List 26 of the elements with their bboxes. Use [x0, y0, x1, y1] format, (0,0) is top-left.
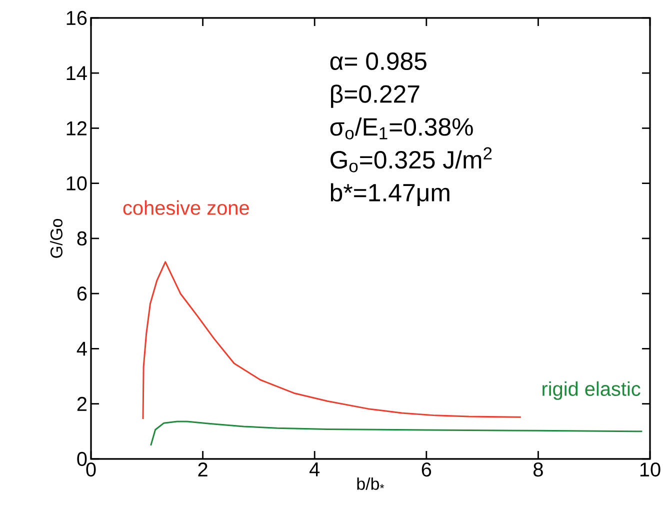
x-axis-title: b/b$_{*}$ — [357, 477, 384, 490]
annotation: σ$_{o}$/E$_{1}$=0.38% — [330, 117, 473, 140]
annotation: α= 0.985 — [330, 52, 426, 70]
line-series — [150, 420, 643, 446]
y-tick-label: 0 — [77, 452, 87, 466]
x-tick-label: 10 — [640, 462, 660, 477]
line-series — [142, 261, 522, 420]
y-tick-label: 4 — [76, 342, 87, 356]
series-label: rigid elastic — [542, 381, 640, 400]
y-tick-label: 16 — [66, 10, 87, 26]
x-tick-label: 0 — [86, 462, 96, 477]
y-axis-title: G/Go — [50, 218, 62, 258]
x-tick-label: 2 — [198, 462, 208, 476]
y-tick-label: 2 — [77, 396, 86, 411]
x-tick-label: 6 — [422, 462, 432, 477]
annotation: β=0.227 — [331, 84, 420, 108]
y-tick-label: 8 — [77, 231, 87, 246]
y-tick-label: 10 — [66, 176, 87, 190]
y-tick-label: 6 — [77, 286, 87, 301]
y-tick-label: 14 — [66, 66, 87, 80]
annotation: G$_{o}$=0.325 J/m$^{2}$ — [330, 147, 492, 172]
x-tick-label: 8 — [534, 462, 543, 477]
annotation: b*=1.47μm — [330, 183, 450, 206]
text: cohesive zone — [123, 200, 249, 215]
y-tick-label: 12 — [66, 121, 86, 136]
x-tick-label: 4 — [310, 462, 320, 476]
